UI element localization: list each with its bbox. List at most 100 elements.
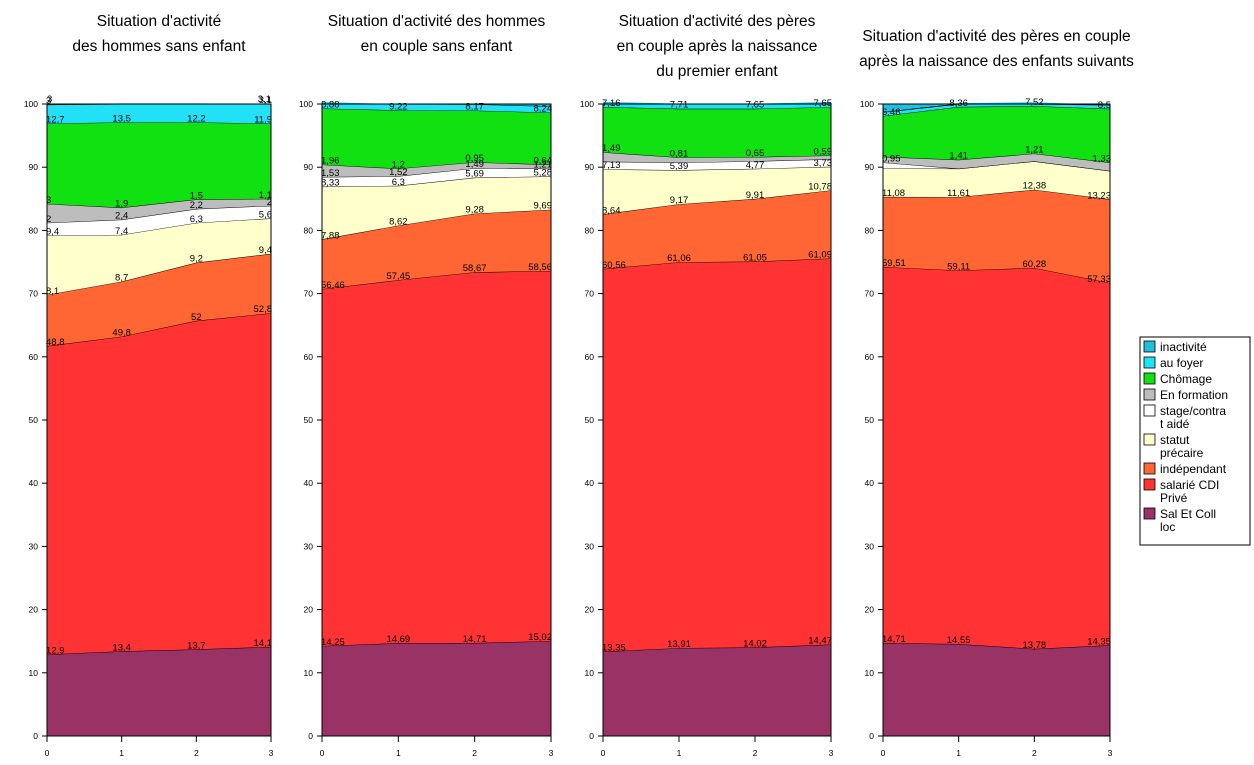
data-label: 52,8	[254, 304, 273, 315]
data-label: 5,28	[534, 167, 553, 178]
y-tick-label: 10	[304, 668, 314, 678]
data-label: 1,21	[534, 160, 553, 171]
data-label: 59,11	[947, 261, 970, 272]
data-label: 7,52	[1025, 97, 1044, 108]
y-tick-label: 40	[865, 478, 875, 488]
y-tick-label: 0	[33, 731, 38, 741]
data-label: 8,64	[602, 205, 621, 216]
legend-label: loc	[1160, 520, 1175, 534]
data-label-top: 3,1	[258, 94, 271, 105]
y-tick-label: 90	[304, 162, 314, 172]
area-inactivit-	[603, 101, 831, 104]
data-label: 12,9	[46, 645, 65, 656]
legend-label: précaire	[1160, 446, 1204, 460]
data-label: 13,35	[602, 643, 626, 654]
data-label: 9,17	[670, 195, 689, 206]
data-label: 7,65	[746, 100, 765, 111]
x-tick-label: 3	[269, 748, 274, 758]
y-tick-label: 70	[865, 289, 875, 299]
data-label: 61,09	[808, 249, 832, 260]
data-label: 8,17	[465, 102, 484, 113]
data-label: 61,06	[667, 253, 691, 264]
data-label: 9,91	[746, 190, 765, 201]
data-label: 0,95	[465, 153, 484, 164]
data-label: 12,2	[187, 113, 206, 124]
y-tick-label: 10	[29, 668, 39, 678]
y-tick-label: 40	[585, 478, 595, 488]
y-tick-label: 50	[585, 415, 595, 425]
x-tick-label: 0	[45, 748, 50, 758]
x-tick-label: 2	[1032, 748, 1037, 758]
legend-swatch	[1143, 404, 1156, 417]
chart-title-line: en couple sans enfant	[361, 38, 513, 55]
legend-label: stage/contra	[1160, 404, 1226, 418]
data-label: 13,7	[187, 640, 206, 651]
y-tick-label: 100	[580, 99, 594, 109]
area-stage-contrat-aid-	[603, 159, 831, 171]
chart-panel-1: Situation d'activité des hommes sans enfa…	[24, 13, 274, 758]
data-label: 6,3	[190, 214, 203, 225]
area-salari-cdi-priv-	[603, 258, 831, 652]
data-label: 3	[46, 195, 51, 206]
y-tick-label: 50	[304, 415, 314, 425]
chart-title-line: Situation d'activité des hommes	[328, 13, 546, 30]
x-tick-label: 0	[320, 748, 325, 758]
data-label: 7,13	[602, 160, 621, 171]
data-label: 12,38	[1022, 181, 1046, 192]
legend-swatch	[1143, 433, 1156, 446]
data-label: 8,36	[949, 98, 968, 109]
y-tick-label: 40	[304, 478, 314, 488]
y-tick-label: 100	[860, 99, 874, 109]
data-label: 14,25	[321, 637, 345, 648]
legend-label: t aidé	[1160, 417, 1190, 431]
area-stage-contrat-aid-	[47, 205, 271, 236]
legend-box	[1139, 336, 1251, 546]
data-label: 1,41	[949, 151, 968, 162]
area-au-foyer	[322, 104, 551, 113]
y-tick-label: 0	[308, 731, 313, 741]
x-tick-label: 3	[1108, 748, 1113, 758]
x-tick-label: 0	[601, 748, 606, 758]
data-label: 52	[191, 312, 202, 323]
y-tick-label: 90	[29, 162, 39, 172]
chart-title-line: Situation d'activité	[97, 13, 221, 30]
area-en-formation	[883, 153, 1110, 171]
chart-title-line: en couple après la naissance	[617, 38, 818, 55]
area-boundary	[882, 266, 1111, 284]
legend-label: inactivité	[1160, 340, 1207, 354]
data-label: 8,24	[534, 104, 553, 115]
y-tick-label: 90	[585, 162, 595, 172]
data-label: 13,23	[1087, 190, 1111, 201]
area-ind-pendant	[322, 209, 551, 290]
data-label: 1,9	[115, 199, 128, 210]
y-tick-label: 70	[585, 289, 595, 299]
area-au-foyer	[883, 104, 1110, 116]
x-tick-label: 1	[396, 748, 401, 758]
y-tick-label: 80	[865, 225, 875, 235]
data-label: 48,8	[46, 337, 65, 348]
legend-label: Chômage	[1160, 372, 1212, 386]
data-label: 11,61	[947, 188, 970, 199]
chart-title-line: du premier enfant	[656, 63, 778, 80]
area-statut-pr-caire	[322, 176, 551, 240]
y-tick-label: 30	[865, 541, 875, 551]
data-label: 14,55	[947, 635, 971, 646]
data-label: 13,5	[112, 113, 131, 124]
legend-label: statut	[1160, 433, 1190, 447]
area-ch-mage	[322, 108, 551, 169]
data-label: 14,71	[882, 634, 906, 645]
y-tick-label: 60	[29, 352, 39, 362]
area-salari-cdi-priv-	[322, 270, 551, 646]
data-label: 1,53	[321, 168, 340, 179]
area-sal-et-coll-loc	[322, 641, 551, 736]
data-label: 1,49	[602, 143, 621, 154]
data-label: 1,21	[1025, 145, 1044, 156]
x-tick-label: 3	[829, 748, 834, 758]
data-label: 13,91	[667, 639, 691, 650]
data-label: 11,08	[882, 188, 905, 199]
legend-label: Privé	[1160, 491, 1188, 505]
area-stage-contrat-aid-	[883, 161, 1110, 171]
area-ch-mage	[883, 106, 1110, 163]
area-ind-pendant	[883, 189, 1110, 283]
